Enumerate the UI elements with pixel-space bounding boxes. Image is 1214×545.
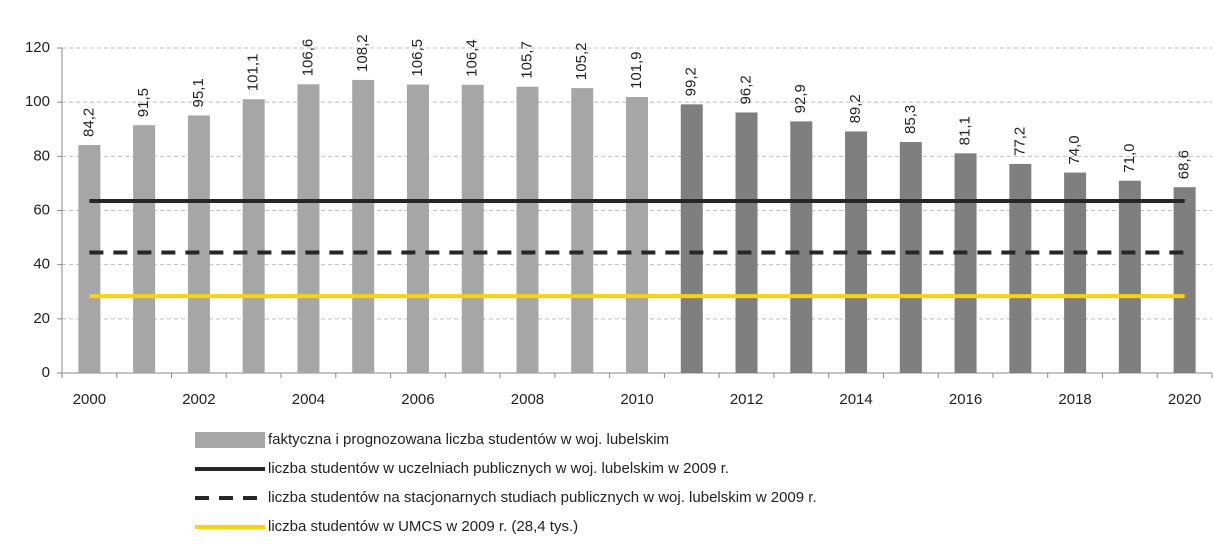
- value-label: 85,3: [902, 105, 919, 134]
- value-label: 106,5: [409, 39, 426, 77]
- value-label: 89,2: [847, 94, 864, 123]
- value-label: 99,2: [683, 67, 700, 96]
- value-label: 101,9: [628, 51, 645, 89]
- y-tick-label: 40: [33, 256, 50, 273]
- legend-swatch: [195, 432, 265, 448]
- x-tick-label: 2002: [182, 391, 215, 408]
- x-tick-label: 2014: [839, 391, 872, 408]
- x-tick-label: 2018: [1058, 391, 1091, 408]
- x-tick-label: 2016: [949, 391, 982, 408]
- bar: [297, 84, 320, 374]
- y-tick-label: 60: [33, 201, 50, 218]
- bar: [78, 144, 101, 373]
- bar: [352, 79, 375, 373]
- y-tick-label: 80: [33, 147, 50, 164]
- y-tick-label: 0: [42, 364, 50, 381]
- bar: [242, 99, 265, 373]
- bar: [735, 112, 758, 373]
- bar: [133, 125, 156, 373]
- value-label: 101,1: [245, 54, 262, 92]
- x-tick-label: 2004: [292, 391, 325, 408]
- value-label: 96,2: [737, 75, 754, 104]
- y-tick-label: 100: [25, 93, 50, 110]
- value-label: 106,6: [299, 39, 316, 77]
- value-label: 74,0: [1066, 135, 1083, 164]
- bar: [1009, 163, 1032, 373]
- value-label: 106,4: [464, 39, 481, 77]
- bar: [899, 141, 922, 373]
- bar: [571, 88, 594, 373]
- legend-label: liczba studentów w UMCS w 2009 r. (28,4 …: [268, 518, 578, 535]
- y-tick-label: 120: [25, 39, 50, 56]
- bar: [1118, 180, 1141, 373]
- bar: [406, 84, 429, 373]
- value-label: 92,9: [792, 84, 809, 113]
- x-tick-label: 2010: [620, 391, 653, 408]
- x-tick-label: 2012: [730, 391, 763, 408]
- value-label: 91,5: [135, 88, 152, 117]
- x-tick-label: 2020: [1168, 391, 1201, 408]
- bar: [954, 153, 977, 373]
- value-label: 105,7: [518, 41, 535, 79]
- legend-label: faktyczna i prognozowana liczba studentó…: [268, 431, 669, 448]
- bar: [516, 86, 539, 374]
- bar: [845, 131, 868, 373]
- value-label: 77,2: [1011, 127, 1028, 156]
- bar: [461, 84, 484, 373]
- value-label: 95,1: [190, 78, 207, 107]
- value-label: 68,6: [1176, 150, 1193, 179]
- legend-label: liczba studentów w uczelniach publicznyc…: [268, 460, 729, 477]
- bar: [626, 97, 648, 373]
- value-label: 84,2: [80, 108, 97, 137]
- legend-label: liczba studentów na stacjonarnych studia…: [268, 489, 817, 506]
- x-tick-label: 2000: [73, 391, 106, 408]
- x-tick-label: 2006: [401, 391, 434, 408]
- bar: [1064, 172, 1087, 373]
- x-tick-label: 2008: [511, 391, 544, 408]
- bar: [680, 104, 703, 373]
- bar: [790, 121, 813, 373]
- value-label: 71,0: [1121, 144, 1138, 173]
- bar: [187, 115, 210, 373]
- value-label: 105,2: [573, 43, 590, 81]
- value-label: 108,2: [354, 34, 371, 72]
- y-tick-label: 20: [33, 310, 50, 327]
- value-label: 81,1: [957, 116, 974, 145]
- bar: [1173, 187, 1196, 373]
